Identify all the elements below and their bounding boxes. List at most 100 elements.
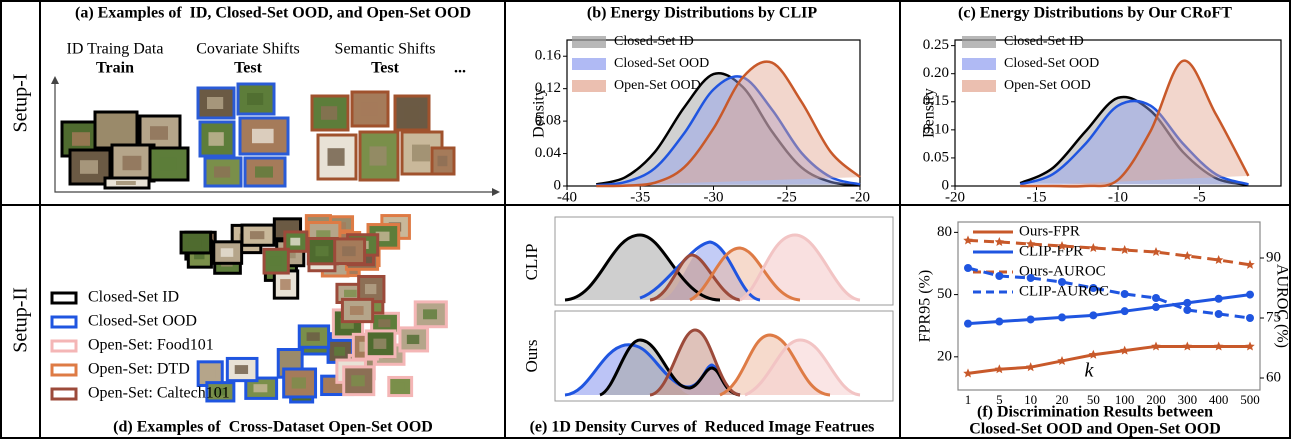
chart-title: (f) Discrimination Results between bbox=[977, 404, 1213, 421]
x-tick-label: -30 bbox=[704, 189, 724, 205]
thumbnail-detail bbox=[423, 309, 438, 320]
x-tick-label: 200 bbox=[1146, 392, 1166, 407]
point-marker bbox=[1246, 314, 1254, 322]
thumbnail-detail bbox=[412, 144, 430, 162]
thumbnail-detail bbox=[207, 97, 224, 109]
point-marker bbox=[963, 235, 973, 245]
thumbnail bbox=[310, 94, 350, 132]
series-line bbox=[967, 293, 1251, 326]
thumbnail-detail bbox=[334, 346, 346, 356]
chart-title: Closed-Set OOD and Open-Set OOD bbox=[969, 421, 1221, 438]
density-curve bbox=[595, 72, 861, 187]
y-tick-label: 20 bbox=[937, 348, 952, 364]
x-tick-label: -5 bbox=[1193, 189, 1206, 205]
legend-label: Open-Set: Caltech101 bbox=[88, 385, 230, 402]
point-marker bbox=[964, 319, 972, 328]
density-curve bbox=[1020, 59, 1250, 188]
point-marker bbox=[995, 272, 1004, 280]
point-marker bbox=[964, 264, 972, 272]
legend-swatch bbox=[572, 80, 606, 92]
thumbnail-detail bbox=[234, 365, 249, 374]
thumbnail-detail bbox=[306, 332, 320, 341]
thumbnail-detail bbox=[214, 166, 231, 178]
point-marker bbox=[1120, 290, 1129, 298]
thumbnail bbox=[282, 367, 318, 399]
split-label: Test bbox=[371, 60, 400, 77]
density-curve bbox=[719, 333, 831, 397]
group-label: Semantic Shifts bbox=[335, 41, 436, 58]
legend-swatch bbox=[572, 36, 606, 48]
thumbnail-detail bbox=[316, 230, 331, 241]
legend-label: Closed-Set ID bbox=[88, 289, 179, 306]
ellipsis: ... bbox=[454, 60, 466, 77]
legend-swatch bbox=[962, 80, 996, 92]
x-tick-label: -35 bbox=[630, 189, 650, 205]
y-tick-label: 0.04 bbox=[535, 145, 562, 161]
density-curve bbox=[599, 338, 741, 397]
y-tick-label: 80 bbox=[937, 224, 952, 240]
legend-swatch bbox=[962, 36, 996, 48]
thumbnail-detail bbox=[208, 132, 224, 146]
x-tick-label: 50 bbox=[1087, 392, 1100, 407]
subpanel-label: Ours bbox=[522, 339, 541, 372]
thumbnail-detail bbox=[406, 334, 420, 345]
point-marker bbox=[1057, 241, 1067, 251]
thumbnail-detail bbox=[188, 238, 202, 247]
panel-e bbox=[554, 216, 894, 402]
thumbnail bbox=[350, 90, 390, 128]
x-tick-label: 20 bbox=[1056, 392, 1069, 407]
density-curve bbox=[744, 338, 861, 397]
density-curve bbox=[596, 75, 861, 187]
thumbnail-detail bbox=[291, 377, 306, 389]
thumbnail-detail bbox=[150, 126, 168, 140]
point-marker bbox=[1213, 341, 1224, 351]
thumbnail-detail bbox=[252, 128, 274, 144]
y-tick-label: 0 bbox=[942, 177, 950, 193]
point-marker bbox=[994, 237, 1005, 247]
thumbnail-detail bbox=[437, 155, 448, 167]
panel-caption: (e) 1D Density Curves of Reduced Image F… bbox=[530, 419, 875, 436]
legend-swatch bbox=[572, 58, 606, 70]
legend-swatch bbox=[50, 315, 78, 329]
x-tick-label: -10 bbox=[1108, 189, 1128, 205]
point-marker bbox=[1119, 245, 1130, 255]
thumbnail-detail bbox=[220, 248, 234, 257]
y-tick-label: 50 bbox=[937, 286, 952, 302]
x-tick-label: 100 bbox=[1115, 392, 1135, 407]
legend-swatch bbox=[50, 291, 78, 305]
point-marker bbox=[1245, 259, 1255, 269]
y2-tick-label: 75 bbox=[1266, 309, 1281, 325]
density-curve bbox=[689, 246, 801, 302]
point-marker bbox=[1183, 298, 1192, 307]
chart-title: (b) Energy Distributions by CLIP bbox=[587, 5, 817, 22]
point-marker bbox=[1214, 294, 1223, 303]
chart-title: (c) Energy Distributions by Our CRoFT bbox=[958, 5, 1232, 22]
x-tick-label: -20 bbox=[850, 189, 870, 205]
y2-tick-label: 60 bbox=[1266, 369, 1281, 385]
y-tick-label: 0.08 bbox=[535, 113, 561, 129]
thumbnail-detail bbox=[204, 368, 216, 379]
thumbnail bbox=[413, 300, 448, 329]
density-fill bbox=[740, 235, 860, 300]
point-marker bbox=[1183, 306, 1192, 314]
thumbnail-detail bbox=[290, 237, 301, 246]
panel-d: Closed-Set ID Closed-Set OOD Open-Set: Foo… bbox=[50, 214, 448, 404]
point-marker bbox=[995, 317, 1004, 326]
point-marker bbox=[1152, 294, 1160, 302]
density-curve bbox=[739, 233, 861, 302]
point-marker bbox=[1245, 341, 1255, 351]
legend-label: Ours-FPR bbox=[1019, 223, 1080, 239]
density-curve bbox=[1019, 99, 1249, 186]
density-curve bbox=[596, 60, 861, 188]
thumbnail-detail bbox=[255, 166, 273, 178]
thumbnail-detail bbox=[342, 246, 356, 257]
thumbnail-detail bbox=[159, 157, 177, 171]
legend-label: Open-Set OOD bbox=[1004, 78, 1091, 93]
y-tick-label: 0.10 bbox=[923, 121, 949, 137]
point-marker bbox=[1246, 290, 1254, 299]
point-marker bbox=[1151, 341, 1161, 351]
thumbnail-detail bbox=[369, 146, 387, 166]
thumbnail-detail bbox=[253, 384, 268, 393]
point-marker bbox=[1058, 278, 1066, 286]
